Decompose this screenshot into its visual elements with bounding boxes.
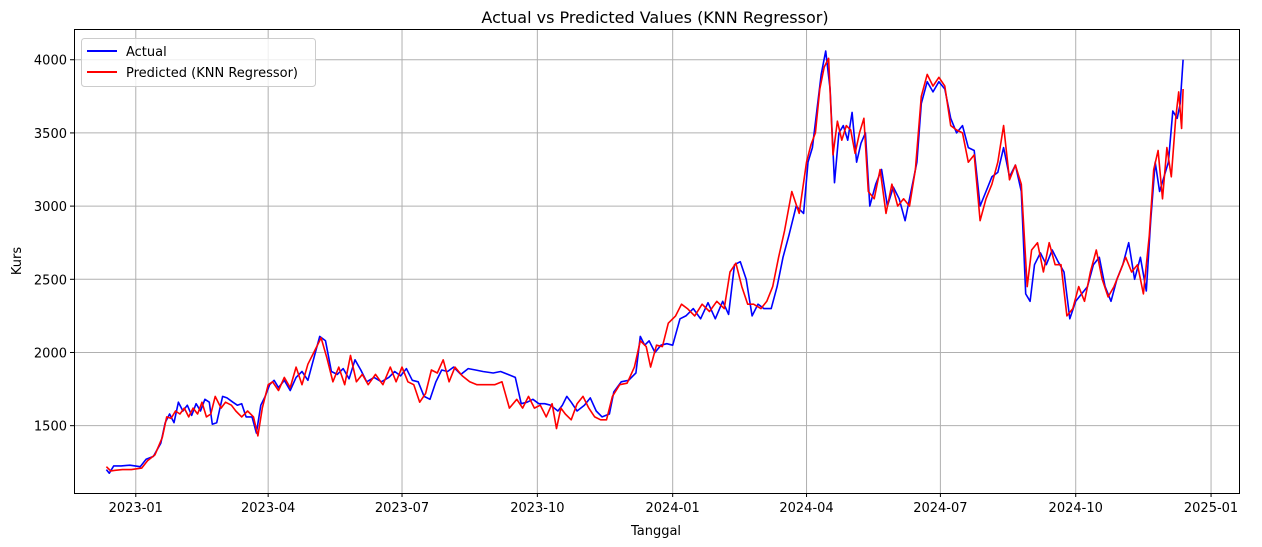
y-axis-label: Kurs xyxy=(10,247,25,275)
y-tick-label: 4000 xyxy=(34,54,67,69)
chart-title: Actual vs Predicted Values (KNN Regresso… xyxy=(481,8,828,27)
legend-label-predicted: Predicted (KNN Regressor) xyxy=(126,66,298,81)
y-tick-label: 1500 xyxy=(34,420,67,435)
y-tick-label: 3500 xyxy=(34,127,67,142)
predicted-series-line xyxy=(105,57,1184,472)
y-tick-label: 2500 xyxy=(34,273,67,288)
x-tick-label: 2023-07 xyxy=(375,501,429,516)
legend-label-actual: Actual xyxy=(126,45,167,60)
y-tick-label: 3000 xyxy=(34,200,67,215)
x-axis-label: Tanggal xyxy=(630,524,681,539)
x-tick-label: 2024-01 xyxy=(646,501,700,516)
y-tick-label: 2000 xyxy=(34,346,67,361)
plot-frame xyxy=(74,29,1240,494)
legend-box xyxy=(81,38,316,87)
x-tick-label: 2023-10 xyxy=(510,501,564,516)
series-lines xyxy=(105,50,1184,474)
x-tick-label: 2023-01 xyxy=(109,501,163,516)
x-tick-label: 2024-10 xyxy=(1049,501,1103,516)
x-tick-label: 2025-01 xyxy=(1184,501,1238,516)
legend: Actual Predicted (KNN Regressor) xyxy=(81,38,316,87)
x-tick-label: 2024-07 xyxy=(913,501,967,516)
grid xyxy=(74,29,1239,493)
x-tick-label: 2023-04 xyxy=(241,501,295,516)
x-tick-label: 2024-04 xyxy=(779,501,833,516)
axis-ticks: 2023-01 2023-04 2023-07 2023-10 2024-01 2024-… xyxy=(34,54,1238,516)
